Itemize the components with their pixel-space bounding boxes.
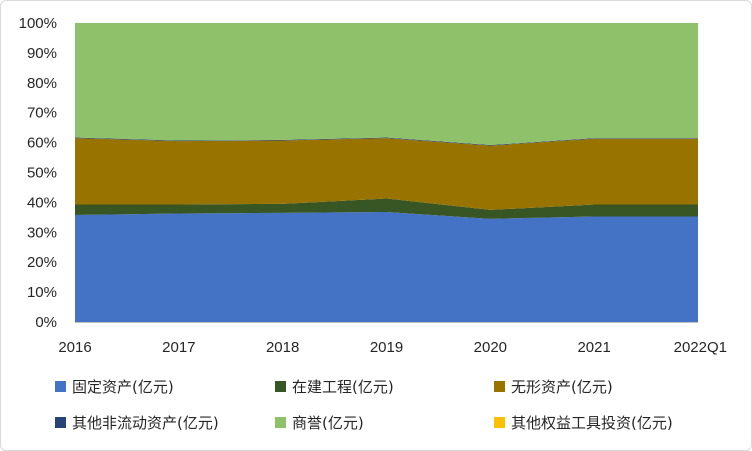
area-series	[75, 137, 698, 146]
y-tick-label: 50%	[27, 165, 57, 182]
x-tick-label: 2021	[577, 339, 610, 356]
y-tick-label: 90%	[27, 45, 57, 62]
y-tick-label: 100%	[19, 15, 57, 32]
y-tick-label: 20%	[27, 254, 57, 271]
area-series	[75, 211, 698, 322]
y-tick-label: 60%	[27, 135, 57, 152]
area-series	[75, 198, 698, 219]
x-tick-label: 2020	[474, 339, 507, 356]
area-series	[75, 23, 698, 145]
y-tick-label: 30%	[27, 224, 57, 241]
x-tick-label: 2017	[162, 339, 195, 356]
x-tick-label: 2018	[266, 339, 299, 356]
y-tick-label: 80%	[27, 75, 57, 92]
y-tick-label: 10%	[27, 284, 57, 301]
x-tick-label: 2016	[58, 339, 91, 356]
y-tick-label: 70%	[27, 105, 57, 122]
x-tick-label: 2022Q1	[674, 339, 727, 356]
area-series	[75, 138, 698, 210]
y-tick-label: 40%	[27, 194, 57, 211]
y-tick-label: 0%	[35, 314, 57, 331]
x-tick-label: 2019	[370, 339, 403, 356]
